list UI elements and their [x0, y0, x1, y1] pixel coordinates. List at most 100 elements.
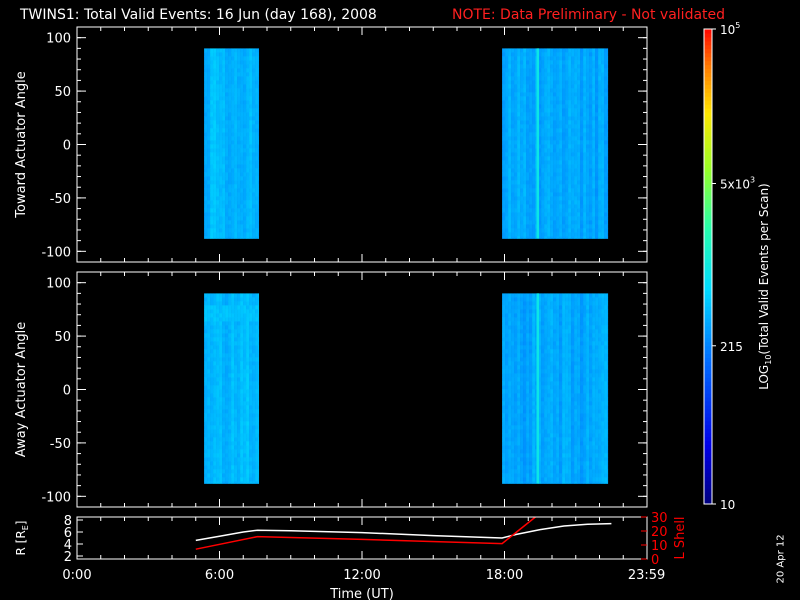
heat-cell: [580, 188, 584, 193]
heat-cell: [547, 385, 551, 390]
heat-cell: [231, 228, 235, 233]
heat-cell: [508, 176, 512, 181]
heat-cell: [532, 449, 536, 454]
heat-cell: [589, 88, 593, 93]
heat-cell: [219, 293, 223, 298]
heat-cell: [234, 469, 238, 474]
heat-cell: [532, 477, 536, 482]
heat-cell: [550, 180, 554, 185]
heat-cell: [231, 64, 235, 69]
heat-cell: [502, 369, 506, 374]
heat-cell: [219, 477, 223, 482]
heat-cell: [517, 56, 521, 61]
heat-cell: [553, 108, 557, 113]
heat-cell: [204, 457, 208, 462]
heat-cell: [556, 457, 560, 462]
heat-cell: [598, 168, 602, 173]
heat-cell: [577, 88, 581, 93]
heat-cell: [234, 413, 238, 418]
heat-cell: [586, 88, 590, 93]
heat-cell: [592, 128, 596, 133]
heat-cell: [550, 345, 554, 350]
heat-cell: [559, 232, 563, 237]
heat-cell: [210, 413, 214, 418]
heat-cell: [523, 397, 527, 402]
heat-cell: [592, 152, 596, 157]
heat-cell: [595, 132, 599, 137]
heat-cell: [550, 60, 554, 65]
heat-cell: [580, 72, 584, 77]
heat-cell: [559, 377, 563, 382]
heat-cell: [243, 445, 247, 450]
heat-cell: [574, 124, 578, 129]
heat-cell: [514, 313, 518, 318]
heat-cell: [556, 196, 560, 201]
heat-cell: [544, 417, 548, 422]
heat-cell: [231, 385, 235, 390]
heat-cell: [508, 128, 512, 133]
heat-cell: [222, 80, 226, 85]
heat-cell: [246, 329, 250, 334]
heat-cell: [514, 457, 518, 462]
heat-cell: [604, 68, 608, 73]
heat-cell: [511, 156, 515, 161]
heat-cell: [577, 192, 581, 197]
heat-cell: [541, 68, 545, 73]
heat-cell: [544, 64, 548, 69]
heat-cell: [520, 353, 524, 358]
heat-cell: [252, 128, 256, 133]
heat-cell: [550, 393, 554, 398]
heat-cell: [601, 132, 605, 137]
heat-cell: [580, 297, 584, 302]
heat-cell: [592, 168, 596, 173]
heat-cell: [240, 124, 244, 129]
heat-cell: [583, 349, 587, 354]
heat-cell: [231, 60, 235, 65]
heat-cell: [222, 437, 226, 442]
heat-cell: [520, 108, 524, 113]
heat-cell: [207, 469, 211, 474]
heat-cell: [577, 341, 581, 346]
heat-cell: [520, 236, 524, 239]
heat-cell: [553, 52, 557, 57]
heat-cell: [237, 200, 241, 205]
heat-cell: [255, 377, 259, 382]
heat-cell: [532, 381, 536, 386]
heat-cell: [219, 76, 223, 81]
heat-cell: [240, 84, 244, 89]
heat-cell: [598, 136, 602, 141]
heat-cell: [532, 301, 536, 306]
heat-cell: [598, 188, 602, 193]
heat-cell: [574, 80, 578, 85]
heat-cell: [532, 84, 536, 89]
heat-cell: [225, 393, 229, 398]
heat-cell: [213, 345, 217, 350]
heat-cell: [544, 100, 548, 105]
heat-cell: [258, 297, 260, 302]
heat-cell: [237, 409, 241, 414]
heat-cell: [222, 128, 226, 133]
heat-cell: [255, 441, 259, 446]
heat-cell: [592, 156, 596, 161]
heat-cell: [541, 164, 545, 169]
heat-cell: [538, 84, 542, 89]
heat-cell: [514, 168, 518, 173]
heat-cell: [225, 236, 229, 239]
heat-cell: [532, 96, 536, 101]
heat-cell: [562, 385, 566, 390]
heat-cell: [571, 389, 575, 394]
heat-cell: [213, 349, 217, 354]
heat-cell: [526, 449, 530, 454]
heat-cell: [502, 321, 506, 326]
heat-cell: [577, 176, 581, 181]
heat-cell: [553, 313, 557, 318]
heat-cell: [216, 385, 220, 390]
heat-cell: [255, 200, 259, 205]
heat-cell: [246, 449, 250, 454]
heat-cell: [249, 361, 253, 366]
heat-cell: [586, 144, 590, 149]
heat-cell: [523, 297, 527, 302]
heat-cell: [225, 212, 229, 217]
heat-cell: [216, 457, 220, 462]
heat-cell: [228, 369, 232, 374]
